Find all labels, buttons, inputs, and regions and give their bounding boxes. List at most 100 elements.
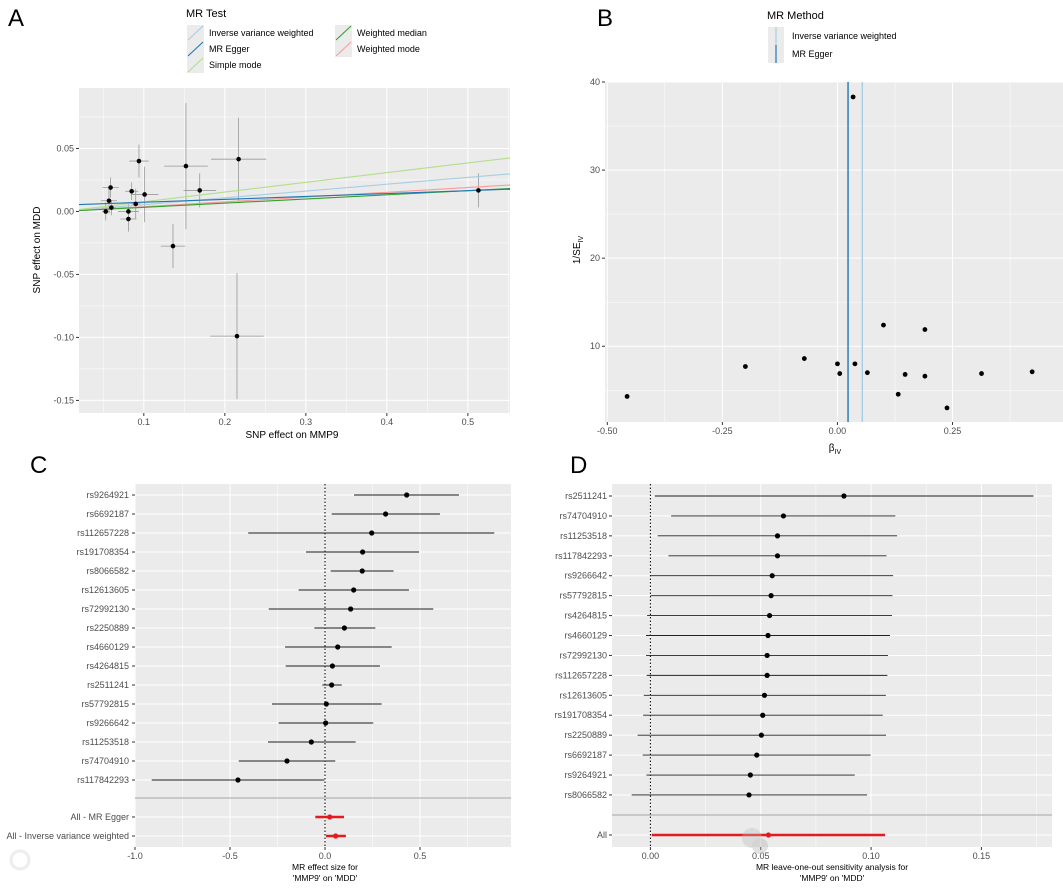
effect-point	[764, 652, 770, 659]
row-label: rs191708354	[76, 547, 129, 557]
row-label: rs9264921	[564, 770, 607, 780]
summary-label: All - MR Egger	[70, 812, 129, 822]
row-label: rs2250889	[564, 730, 607, 740]
row-label: rs9266642	[564, 571, 607, 581]
regression-line-inverse-variance-weighted	[78, 173, 511, 211]
effect-point	[841, 493, 847, 499]
row-label: rs117842293	[77, 775, 129, 785]
row-label: rs6692187	[564, 750, 607, 760]
row-label: rs11253518	[82, 737, 129, 747]
regression-line-simple-mode	[78, 157, 511, 211]
y-tick-label: 0.00	[56, 206, 74, 216]
legend-line	[335, 25, 352, 41]
x-tick-label: -0.50	[597, 426, 618, 436]
legend-label: Weighted median	[357, 28, 427, 38]
data-point	[902, 372, 908, 377]
data-point	[922, 327, 928, 332]
effect-point	[383, 511, 389, 517]
row-label: rs112657228	[77, 528, 129, 538]
y-tick-label: -0.15	[53, 395, 74, 405]
x-tick-label: 0.4	[381, 417, 394, 427]
effect-point	[308, 739, 314, 745]
panel-label-a: A	[8, 5, 24, 32]
row-label: rs74704910	[81, 756, 129, 766]
effect-point	[360, 549, 366, 555]
effect-point	[404, 492, 410, 498]
x-tick-label: 0.0	[319, 851, 332, 861]
x-tick-label: -0.5	[222, 851, 238, 861]
legend-line	[187, 41, 204, 57]
plot-background	[79, 88, 510, 413]
data-point	[234, 333, 240, 339]
row-label: rs4660129	[86, 642, 129, 652]
data-point	[801, 356, 807, 361]
x-tick-label: 0.2	[219, 417, 232, 427]
row-label: rs2250889	[86, 623, 129, 633]
panel-c-xlabel-2: 'MMP9' on 'MDD'	[293, 873, 358, 883]
x-tick-label: -0.25	[712, 426, 733, 436]
y-tick-label: 40	[590, 77, 600, 87]
y-tick-label: 0.05	[56, 143, 74, 153]
x-tick-label: 0.25	[944, 426, 962, 436]
panel-d-xlabel: MR leave-one-out sensitivity analysis fo…	[756, 862, 908, 872]
effect-point	[747, 772, 753, 778]
row-label: rs74704910	[559, 511, 607, 521]
data-point	[837, 371, 843, 376]
panel-b-ylabel: 1/SEIV	[572, 236, 585, 265]
effect-point	[774, 533, 781, 539]
row-label: rs2511241	[565, 491, 607, 501]
x-tick-label: 0.10	[862, 851, 880, 861]
data-point	[136, 158, 142, 164]
effect-point	[341, 625, 347, 631]
data-point	[108, 185, 113, 190]
effect-point	[369, 530, 375, 536]
effect-point	[329, 663, 336, 669]
x-tick-label: 0.00	[642, 851, 660, 861]
data-point	[142, 192, 147, 197]
data-point	[852, 361, 858, 367]
row-label: rs112657228	[555, 670, 607, 680]
data-point	[1029, 369, 1035, 375]
panel-a-scatter: 0.1 0.2 0.3 0.4 0.5 0.05 0.00 -0.05 -0.10 -0.15	[53, 88, 511, 427]
x-tick-label: 0.3	[300, 417, 313, 427]
row-label: rs4264815	[86, 661, 129, 671]
row-label: rs9264921	[86, 490, 129, 500]
row-label: rs117842293	[555, 551, 607, 561]
summary-label: All	[597, 830, 607, 840]
row-label: rs2511241	[87, 680, 129, 690]
data-point	[979, 371, 984, 376]
plot-background	[612, 484, 1052, 847]
effect-point	[774, 553, 781, 559]
effect-point	[780, 513, 787, 519]
row-label: rs4660129	[564, 631, 607, 641]
panel-c-forest: rs9264921 rs6692187 rs112657228 rs191708354…	[6, 484, 511, 861]
effect-point	[746, 792, 752, 798]
summary-point	[327, 814, 333, 820]
effect-point	[335, 644, 341, 650]
regression-line-weighted-mode	[78, 184, 511, 212]
row-label: rs8066582	[86, 566, 129, 576]
data-point	[850, 94, 856, 100]
effect-point	[764, 672, 770, 678]
row-label: rs72992130	[81, 604, 129, 614]
row-label: rs9266642	[86, 718, 129, 728]
x-tick-label: 0.15	[973, 851, 991, 861]
panel-a-xlabel: SNP effect on MMP9	[245, 430, 338, 441]
effect-point	[284, 758, 290, 764]
effect-point	[760, 712, 766, 718]
panel-d-leave-one-out: rs2511241 rs74704910 rs11253518 rs117842293…	[554, 484, 1052, 861]
data-point	[742, 364, 748, 369]
data-point	[133, 201, 139, 207]
data-point	[170, 243, 176, 249]
data-point	[103, 209, 109, 214]
data-point	[126, 209, 131, 214]
data-point	[864, 370, 870, 376]
data-point	[109, 205, 114, 210]
row-label: rs12613605	[559, 690, 607, 700]
summary-point	[333, 833, 339, 839]
legend-label: Weighted mode	[357, 44, 420, 54]
row-label: rs57792815	[559, 591, 607, 601]
panel-b-funnel: -0.50 -0.25 0.00 0.25 10 20 30 40	[590, 77, 1063, 436]
data-point	[197, 188, 203, 193]
